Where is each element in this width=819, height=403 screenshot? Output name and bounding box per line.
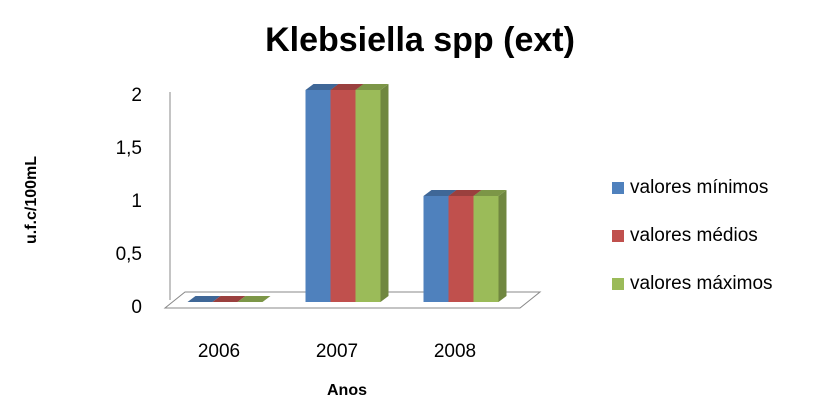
legend-label: valores mínimos bbox=[630, 177, 768, 198]
bar bbox=[448, 196, 474, 302]
chart-title: Klebsiella spp (ext) bbox=[265, 21, 575, 59]
x-tick-label: 2007 bbox=[316, 341, 358, 362]
y-tick-label: 2 bbox=[131, 85, 142, 106]
legend-label: valores máximos bbox=[630, 273, 773, 294]
bar bbox=[330, 90, 356, 302]
y-tick-label: 1,5 bbox=[116, 138, 142, 159]
bar bbox=[423, 196, 449, 302]
bar-side bbox=[380, 84, 389, 302]
bar-top bbox=[187, 296, 221, 302]
bar-top bbox=[212, 296, 246, 302]
x-axis-label: Anos bbox=[327, 382, 367, 399]
legend-swatch bbox=[612, 278, 624, 290]
bar-top bbox=[305, 84, 339, 90]
y-axis-label: u.f.c/100mL bbox=[23, 156, 40, 244]
legend-label: valores médios bbox=[630, 225, 758, 246]
bar-top bbox=[473, 190, 507, 196]
bar-top bbox=[423, 190, 457, 196]
x-tick-label: 2008 bbox=[434, 341, 476, 362]
y-tick-label: 0 bbox=[131, 297, 142, 318]
y-tick-label: 0,5 bbox=[116, 244, 142, 265]
legend-swatch bbox=[612, 230, 624, 242]
y-tick-label: 1 bbox=[131, 191, 142, 212]
bar bbox=[305, 90, 331, 302]
bar-side bbox=[498, 190, 507, 302]
bar bbox=[355, 90, 381, 302]
bar-top bbox=[330, 84, 364, 90]
bar-top bbox=[355, 84, 389, 90]
x-tick-label: 2006 bbox=[198, 341, 240, 362]
bar-top bbox=[237, 296, 271, 302]
legend-swatch bbox=[612, 182, 624, 194]
floor bbox=[163, 291, 542, 309]
bar bbox=[473, 196, 499, 302]
bar-top bbox=[448, 190, 482, 196]
